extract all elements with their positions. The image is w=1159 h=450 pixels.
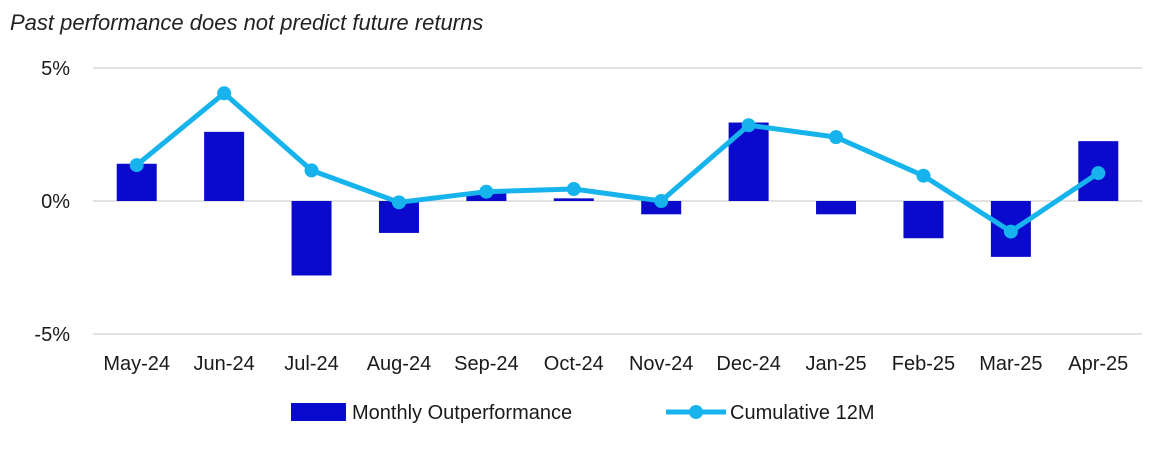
legend-bar-swatch — [291, 403, 346, 421]
line-point — [129, 158, 144, 173]
chart-subtitle: Past performance does not predict future… — [10, 10, 484, 35]
cumulative-line — [134, 90, 1101, 235]
line-point — [566, 182, 581, 197]
x-tick-label: Oct-24 — [544, 353, 604, 375]
bar — [903, 201, 944, 239]
legend-label: Monthly Outperformance — [352, 402, 572, 424]
x-tick-label: Jun-24 — [194, 353, 255, 375]
bar — [204, 131, 245, 201]
x-tick-label: Apr-25 — [1068, 353, 1128, 375]
x-tick-label: Feb-25 — [892, 353, 955, 375]
x-tick-label: Jan-25 — [805, 353, 866, 375]
line-point — [217, 86, 232, 101]
line-point — [1003, 224, 1018, 239]
line-point — [391, 195, 406, 210]
line-point — [654, 194, 669, 208]
x-tick-label: Nov-24 — [629, 353, 693, 375]
line-point — [829, 130, 844, 145]
line-point — [916, 168, 931, 183]
line-point — [479, 184, 494, 199]
x-tick-label: Dec-24 — [716, 353, 780, 375]
line-point — [1091, 166, 1106, 181]
y-tick-label: 5% — [41, 58, 70, 80]
x-tick-label: Mar-25 — [979, 353, 1042, 375]
y-tick-label: 0% — [41, 191, 70, 213]
x-tick-label: May-24 — [103, 353, 170, 375]
x-tick-label: Sep-24 — [454, 353, 519, 375]
legend-label: Cumulative 12M — [730, 402, 875, 424]
bar — [816, 201, 857, 215]
x-tick-label: Jul-24 — [284, 353, 338, 375]
line-point — [304, 163, 319, 178]
bar — [553, 198, 594, 201]
bar — [291, 201, 332, 276]
legend-line-marker — [689, 405, 703, 419]
y-tick-label: -5% — [34, 324, 70, 346]
line-point — [741, 118, 756, 133]
x-tick-label: Aug-24 — [367, 353, 432, 375]
